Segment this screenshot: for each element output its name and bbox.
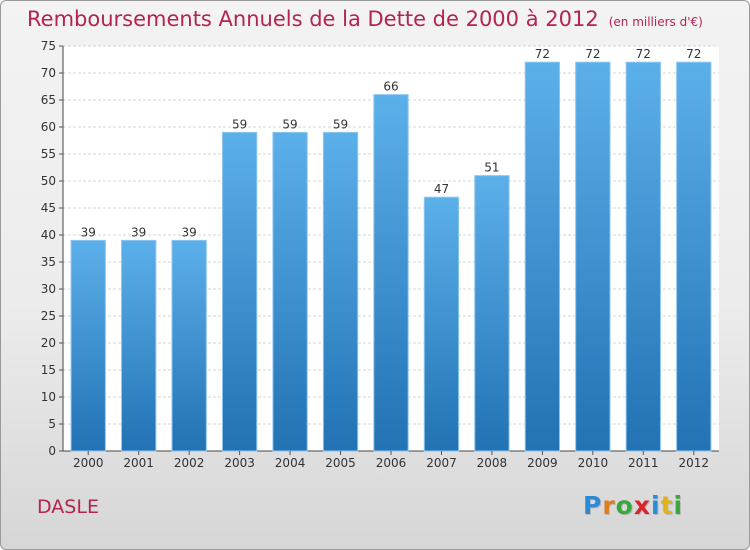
bar-value-label: 39 [131, 225, 146, 239]
chart-title: Remboursements Annuels de la Dette de 20… [27, 7, 703, 31]
logo-letter: x [633, 491, 651, 520]
y-tick-label: 75 [41, 39, 56, 53]
y-tick-label: 50 [41, 174, 56, 188]
chart-title-text: Remboursements Annuels de la Dette de 20… [27, 7, 599, 31]
y-tick-label: 25 [41, 309, 56, 323]
x-tick-label: 2003 [224, 456, 255, 470]
x-tick-label: 2007 [426, 456, 457, 470]
proxiti-logo: Proxiti [583, 491, 683, 520]
x-tick-label: 2002 [174, 456, 205, 470]
bar [625, 61, 661, 452]
bar [423, 196, 460, 452]
location-name: DASLE [37, 496, 99, 518]
logo-letter: i [673, 491, 684, 520]
y-tick-label: 60 [41, 120, 56, 134]
bar-value-label: 59 [282, 117, 297, 131]
x-tick-label: 2009 [527, 456, 558, 470]
bar-value-label: 72 [585, 47, 600, 61]
y-tick-label: 0 [48, 444, 56, 458]
chart-subtitle: (en milliers d'€) [608, 15, 703, 29]
logo-letter: t [660, 491, 674, 520]
bar-value-label: 72 [636, 47, 651, 61]
logo-letter: i [651, 491, 661, 520]
bar-value-label: 59 [333, 117, 348, 131]
logo-letter: P [583, 491, 603, 520]
x-tick-label: 2012 [678, 456, 709, 470]
bar [221, 131, 258, 452]
bar-value-label: 59 [232, 117, 247, 131]
x-tick-label: 2011 [628, 456, 659, 470]
x-tick-label: 2005 [325, 456, 356, 470]
y-tick-label: 55 [41, 147, 56, 161]
logo-letter: r [602, 491, 616, 520]
bar [474, 175, 510, 452]
x-tick-label: 2001 [123, 456, 154, 470]
y-tick-label: 65 [41, 93, 56, 107]
bar-value-label: 66 [383, 80, 398, 94]
x-tick-label: 2010 [578, 456, 609, 470]
bar [171, 239, 207, 452]
y-tick-label: 70 [41, 66, 56, 80]
logo-letter: o [615, 491, 634, 520]
bar-value-label: 39 [182, 225, 197, 239]
bar-value-label: 51 [484, 161, 499, 175]
y-tick-label: 5 [48, 417, 56, 431]
bar-value-label: 47 [434, 182, 449, 196]
y-tick-label: 40 [41, 228, 56, 242]
x-tick-label: 2000 [73, 456, 104, 470]
y-tick-label: 15 [41, 363, 56, 377]
y-tick-label: 45 [41, 201, 56, 215]
bar [524, 61, 561, 452]
bar [322, 131, 359, 452]
x-tick-label: 2004 [275, 456, 306, 470]
bar [70, 239, 106, 452]
bar [121, 239, 157, 452]
bar-value-label: 72 [686, 47, 701, 61]
bar-value-label: 72 [535, 47, 550, 61]
y-tick-label: 30 [41, 282, 56, 296]
y-tick-label: 20 [41, 336, 56, 350]
x-tick-label: 2006 [376, 456, 407, 470]
bar [373, 94, 409, 452]
bar [272, 131, 308, 452]
y-tick-label: 10 [41, 390, 56, 404]
bar [575, 61, 611, 452]
bar-value-label: 39 [81, 225, 96, 239]
y-tick-label: 35 [41, 255, 56, 269]
x-tick-label: 2008 [477, 456, 508, 470]
bar [676, 61, 712, 452]
